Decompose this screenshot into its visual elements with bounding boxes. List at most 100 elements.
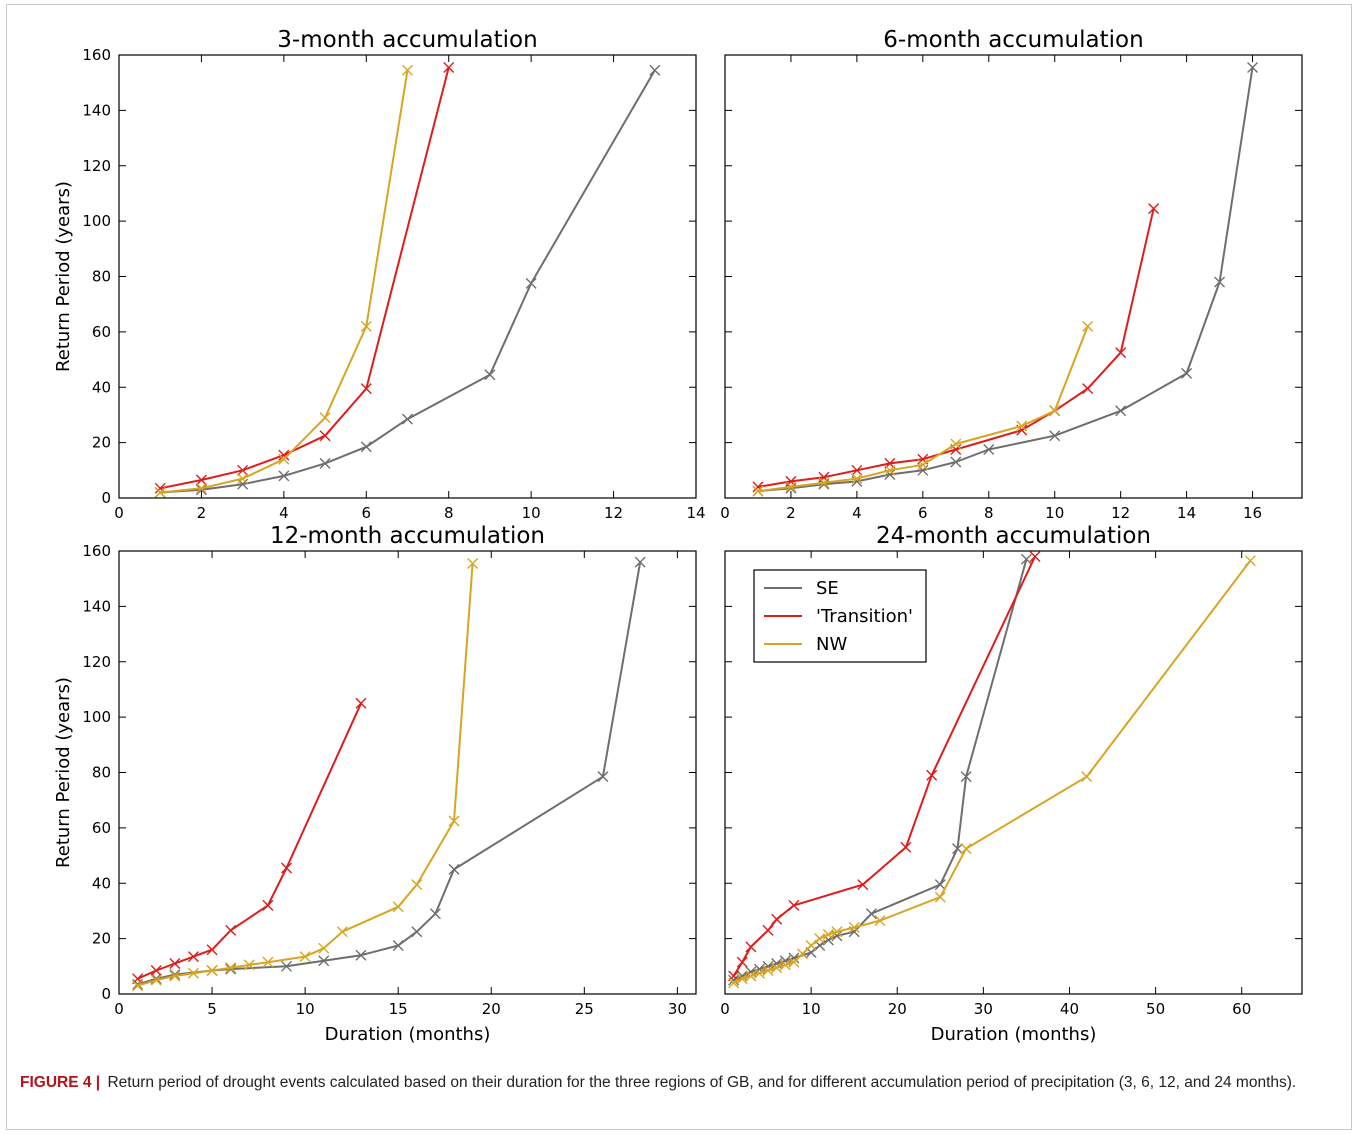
series-line bbox=[137, 561, 642, 986]
x-tick-label: 12 bbox=[604, 504, 623, 522]
series-line bbox=[137, 702, 362, 980]
marker-stroke bbox=[448, 815, 460, 827]
marker-stroke bbox=[154, 486, 166, 498]
chart-panel-24-month-accumulation: 24-month accumulation 0 10 20 30 40 50 60 Durati… bbox=[720, 523, 1303, 1045]
data-point-marker bbox=[281, 862, 293, 874]
data-point-marker bbox=[779, 959, 791, 971]
y-tick-label: 80 bbox=[92, 268, 111, 286]
data-point-marker bbox=[225, 924, 237, 936]
x-tick-label: 6 bbox=[362, 504, 372, 522]
marker-stroke bbox=[874, 915, 886, 927]
marker-stroke bbox=[917, 459, 929, 471]
data-point-marker bbox=[771, 962, 783, 974]
marker-stroke bbox=[195, 474, 207, 486]
y-tick-label: 140 bbox=[82, 101, 111, 119]
caption-text: Return period of drought events calculat… bbox=[107, 1074, 1297, 1091]
data-point-marker bbox=[818, 477, 830, 489]
data-point-marker bbox=[884, 464, 896, 476]
marker-stroke bbox=[278, 470, 290, 482]
marker-stroke bbox=[195, 484, 207, 496]
marker-stroke bbox=[402, 413, 413, 425]
x-tick-label: 10 bbox=[802, 1000, 821, 1018]
marker-stroke bbox=[818, 477, 830, 489]
x-axis-label: Duration (months) bbox=[931, 1024, 1097, 1045]
data-point-marker bbox=[788, 952, 800, 964]
x-tick-label: 0 bbox=[720, 1000, 730, 1018]
plot-frame bbox=[724, 54, 1303, 499]
legend: SE 'Transition' NW bbox=[753, 569, 927, 663]
marker-stroke bbox=[1148, 203, 1160, 215]
marker-stroke bbox=[950, 444, 962, 456]
data-point-marker bbox=[788, 899, 800, 911]
data-point-marker bbox=[926, 769, 938, 781]
x-tick-label: 4 bbox=[852, 504, 862, 522]
series-line bbox=[160, 69, 656, 494]
marker-stroke bbox=[848, 926, 860, 938]
marker-stroke bbox=[917, 464, 929, 476]
series-nw bbox=[728, 555, 1256, 989]
marker-stroke bbox=[728, 977, 740, 989]
y-tick-label: 120 bbox=[82, 157, 111, 175]
data-point-marker bbox=[467, 557, 479, 569]
data-point-marker bbox=[1214, 276, 1226, 288]
marker-stroke bbox=[484, 369, 496, 381]
chart-panel-12-month-accumulation: 12-month accumulation 0 5 10 15 20 25 30 0 20 40 60… bbox=[53, 523, 697, 1045]
data-point-marker bbox=[950, 456, 962, 468]
marker-stroke bbox=[788, 952, 800, 964]
chart-title: 3-month accumulation bbox=[277, 27, 537, 53]
data-point-marker bbox=[857, 879, 869, 891]
y-tick-label: 120 bbox=[82, 653, 111, 671]
marker-stroke bbox=[150, 964, 162, 976]
plot-frame bbox=[724, 550, 1303, 995]
data-point-marker bbox=[169, 970, 181, 982]
data-point-marker bbox=[448, 815, 460, 827]
marker-stroke bbox=[169, 969, 181, 981]
data-point-marker bbox=[237, 464, 249, 476]
data-point-marker bbox=[360, 441, 372, 453]
data-point-marker bbox=[785, 475, 797, 487]
legend-label: NW bbox=[816, 634, 847, 655]
series-se bbox=[752, 61, 1259, 497]
data-point-marker bbox=[848, 922, 860, 934]
data-point-marker bbox=[797, 948, 809, 960]
data-point-marker bbox=[788, 956, 800, 968]
data-point-marker bbox=[281, 960, 293, 972]
data-point-marker bbox=[728, 977, 740, 989]
data-point-marker bbox=[132, 980, 144, 992]
data-point-marker bbox=[745, 970, 757, 982]
marker-stroke bbox=[392, 940, 404, 952]
data-point-marker bbox=[392, 940, 404, 952]
data-point-marker bbox=[874, 915, 886, 927]
x-tick-label: 8 bbox=[984, 504, 994, 522]
marker-stroke bbox=[753, 967, 765, 979]
data-point-marker bbox=[736, 973, 748, 985]
x-tick-label: 5 bbox=[207, 1000, 217, 1018]
y-tick-label: 60 bbox=[92, 819, 111, 837]
marker-stroke bbox=[926, 769, 938, 781]
data-point-marker bbox=[299, 951, 311, 963]
marker-stroke bbox=[448, 863, 460, 875]
data-point-marker bbox=[762, 964, 774, 976]
data-point-marker bbox=[1020, 553, 1032, 565]
data-point-marker bbox=[785, 481, 797, 493]
data-point-marker bbox=[1247, 61, 1259, 73]
marker-stroke bbox=[411, 926, 423, 938]
series-transition bbox=[154, 61, 455, 494]
data-point-marker bbox=[360, 320, 372, 332]
data-point-marker bbox=[762, 924, 774, 936]
data-point-marker bbox=[262, 899, 274, 911]
marker-stroke bbox=[851, 464, 863, 476]
data-point-marker bbox=[771, 913, 783, 925]
figure-frame bbox=[6, 4, 1352, 1130]
marker-stroke bbox=[402, 64, 413, 76]
marker-stroke bbox=[822, 928, 834, 940]
data-point-marker bbox=[649, 64, 661, 76]
x-axis-label: Duration (months) bbox=[325, 1024, 491, 1045]
marker-stroke bbox=[132, 980, 144, 992]
marker-stroke bbox=[237, 473, 249, 485]
marker-stroke bbox=[818, 471, 830, 483]
y-tick-label: 160 bbox=[82, 46, 111, 64]
data-point-marker bbox=[634, 556, 646, 568]
series-se bbox=[154, 64, 661, 498]
data-point-marker bbox=[206, 964, 218, 976]
